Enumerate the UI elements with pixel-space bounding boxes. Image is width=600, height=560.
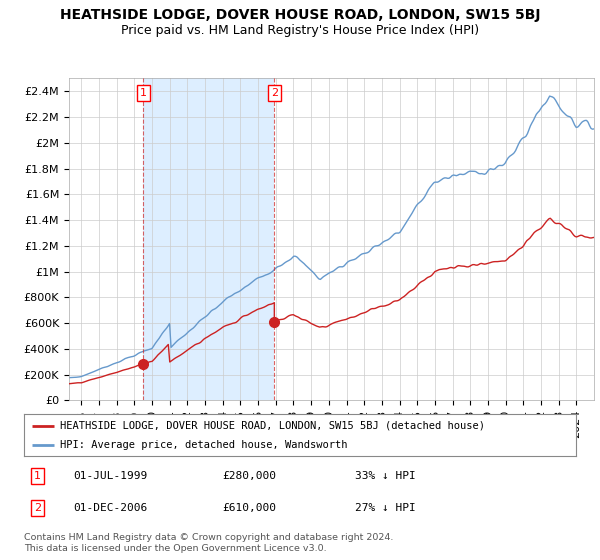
Text: 2: 2 [271,88,278,98]
Text: Price paid vs. HM Land Registry's House Price Index (HPI): Price paid vs. HM Land Registry's House … [121,24,479,36]
Text: 33% ↓ HPI: 33% ↓ HPI [355,471,416,481]
Text: 01-DEC-2006: 01-DEC-2006 [74,503,148,514]
Bar [143,78,274,400]
Text: 2: 2 [34,503,41,514]
Text: HEATHSIDE LODGE, DOVER HOUSE ROAD, LONDON, SW15 5BJ (detached house): HEATHSIDE LODGE, DOVER HOUSE ROAD, LONDO… [60,421,485,431]
Text: 1: 1 [34,471,41,481]
Text: Contains HM Land Registry data © Crown copyright and database right 2024.
This d: Contains HM Land Registry data © Crown c… [24,533,394,553]
Text: 27% ↓ HPI: 27% ↓ HPI [355,503,416,514]
Text: 1: 1 [140,88,147,98]
Text: HPI: Average price, detached house, Wandsworth: HPI: Average price, detached house, Wand… [60,440,347,450]
Text: HEATHSIDE LODGE, DOVER HOUSE ROAD, LONDON, SW15 5BJ: HEATHSIDE LODGE, DOVER HOUSE ROAD, LONDO… [60,8,540,22]
Text: £280,000: £280,000 [223,471,277,481]
Text: 01-JUL-1999: 01-JUL-1999 [74,471,148,481]
Text: £610,000: £610,000 [223,503,277,514]
